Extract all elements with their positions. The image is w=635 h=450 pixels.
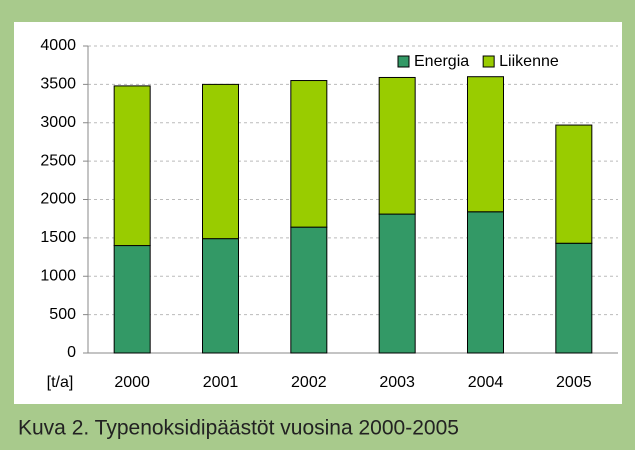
legend-label: Liikenne [499,53,559,70]
bar-segment [555,242,593,354]
bar-segment [290,226,328,354]
bar-segment [113,245,151,354]
x-tick-label: 2002 [291,374,327,391]
y-tick-label: 2000 [40,191,76,208]
y-axis-label: [t/a] [47,374,74,391]
x-tick-label: 2001 [203,374,239,391]
y-tick-label: 500 [49,306,76,323]
x-tick-label: 2005 [556,374,592,391]
legend-swatch [397,55,410,68]
bar-segment [467,76,504,213]
bar-segment [378,76,416,215]
bar-segment [202,83,239,240]
bar-segment [555,124,593,244]
y-tick-label: 3000 [40,114,76,131]
y-tick-label: 2500 [40,152,76,169]
y-tick-label: 3500 [40,76,76,93]
x-tick-label: 2003 [379,374,415,391]
bar-segment [113,85,151,247]
legend-label: Energia [414,53,469,70]
x-tick-label: 2000 [114,374,150,391]
bar-segment [290,80,328,228]
x-tick-label: 2004 [468,374,504,391]
y-tick-label: 0 [67,344,76,361]
y-tick-label: 4000 [40,37,76,54]
bar-segment [202,238,239,354]
bar-segment [378,213,416,354]
caption: Kuva 2. Typenoksidipäästöt vuosina 2000-… [18,417,459,440]
y-tick-label: 1500 [40,229,76,246]
legend-swatch [482,55,495,68]
y-tick-label: 1000 [40,267,76,284]
bar-segment [467,211,504,354]
